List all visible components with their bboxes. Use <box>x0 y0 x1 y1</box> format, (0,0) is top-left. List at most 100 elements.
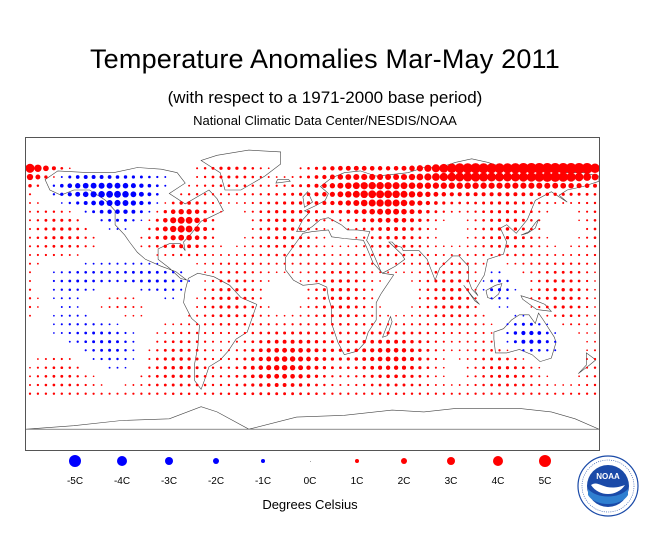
anomaly-dot <box>164 184 167 187</box>
anomaly-dot <box>100 323 103 326</box>
anomaly-dot <box>219 184 223 188</box>
anomaly-dot <box>371 305 374 309</box>
anomaly-dot <box>490 288 494 292</box>
anomaly-dot <box>355 375 358 378</box>
anomaly-dot <box>220 210 222 213</box>
anomaly-dot <box>298 365 304 371</box>
anomaly-dot <box>68 358 71 360</box>
anomaly-dot <box>124 331 127 335</box>
anomaly-dot <box>106 190 113 198</box>
anomaly-dot <box>450 253 453 257</box>
anomaly-dot <box>259 210 263 213</box>
anomaly-dot <box>187 383 191 387</box>
anomaly-dot <box>203 331 207 335</box>
anomaly-dot <box>393 174 400 180</box>
anomaly-dot <box>235 374 239 378</box>
anomaly-dot <box>424 164 432 172</box>
anomaly-dot <box>178 234 185 241</box>
anomaly-dot <box>267 262 270 265</box>
anomaly-dot <box>251 253 254 257</box>
anomaly-dot <box>482 262 485 265</box>
anomaly-dot <box>530 219 533 222</box>
anomaly-dot <box>578 384 581 386</box>
anomaly-dot <box>442 270 446 274</box>
anomaly-dot <box>411 280 413 282</box>
anomaly-dot <box>196 306 199 308</box>
anomaly-dot <box>533 162 545 174</box>
anomaly-dot <box>385 174 392 180</box>
anomaly-dot <box>355 245 358 248</box>
anomaly-dot <box>116 323 119 326</box>
anomaly-dot <box>131 270 135 274</box>
anomaly-dot <box>298 347 303 353</box>
coastline <box>520 295 553 312</box>
anomaly-dot <box>211 314 215 318</box>
anomaly-dot <box>36 184 40 187</box>
anomaly-dot <box>530 383 533 387</box>
anomaly-dot <box>251 323 255 326</box>
anomaly-dot <box>251 184 255 187</box>
anomaly-dot <box>283 331 287 335</box>
anomaly-dot <box>402 227 406 231</box>
anomaly-dot <box>339 375 342 378</box>
anomaly-dot <box>442 375 445 378</box>
anomaly-dot <box>140 314 143 317</box>
anomaly-dot <box>211 366 215 369</box>
anomaly-dot <box>542 172 553 182</box>
anomaly-dot <box>482 280 485 282</box>
anomaly-dot <box>259 340 263 344</box>
anomaly-dot <box>498 297 501 300</box>
anomaly-dot <box>298 210 303 214</box>
anomaly-dot <box>267 227 271 231</box>
anomaly-dot <box>585 253 589 257</box>
anomaly-dot <box>68 175 72 179</box>
coastline <box>26 406 599 430</box>
anomaly-dot <box>322 183 327 189</box>
anomaly-dot <box>186 234 192 241</box>
anomaly-dot <box>376 199 384 207</box>
anomaly-dot <box>346 296 350 300</box>
anomaly-dot <box>29 314 31 317</box>
anomaly-dot <box>362 331 366 335</box>
anomaly-dot <box>418 348 422 353</box>
anomaly-dot <box>251 305 255 309</box>
anomaly-dot <box>84 392 87 395</box>
anomaly-dot <box>386 374 390 379</box>
legend-item: -3C <box>144 450 194 487</box>
anomaly-dot <box>450 384 453 386</box>
anomaly-dot <box>393 166 399 171</box>
anomaly-dot <box>530 288 533 291</box>
anomaly-dot <box>466 323 469 326</box>
anomaly-dot <box>171 374 175 378</box>
anomaly-dot <box>545 288 549 292</box>
anomaly-dot <box>211 392 215 395</box>
anomaly-dot <box>545 270 549 274</box>
anomaly-dot <box>378 392 382 395</box>
anomaly-dot <box>442 366 445 369</box>
anomaly-dot <box>36 210 40 213</box>
anomaly-dot <box>546 262 549 265</box>
anomaly-dot <box>275 271 278 274</box>
anomaly-dot <box>34 164 42 173</box>
anomaly-dot <box>323 383 326 387</box>
anomaly-dot <box>338 279 343 283</box>
anomaly-dot <box>474 245 477 248</box>
anomaly-dot <box>558 172 569 182</box>
anomaly-dot <box>92 375 95 378</box>
anomaly-dot <box>354 296 358 300</box>
anomaly-dot <box>538 201 541 205</box>
anomaly-dot <box>315 253 318 257</box>
anomaly-dot <box>577 271 581 274</box>
anomaly-dot <box>162 226 168 232</box>
anomaly-dot <box>537 339 542 344</box>
anomaly-dot <box>315 383 318 387</box>
legend-label: 3C <box>444 476 458 487</box>
anomaly-dot <box>203 227 208 231</box>
anomaly-dot <box>521 227 525 231</box>
anomaly-dot <box>378 323 382 326</box>
anomaly-dot <box>454 163 465 174</box>
anomaly-dot <box>140 288 143 291</box>
coastline <box>44 167 224 281</box>
anomaly-dot <box>530 253 533 257</box>
anomaly-dot <box>466 279 470 283</box>
